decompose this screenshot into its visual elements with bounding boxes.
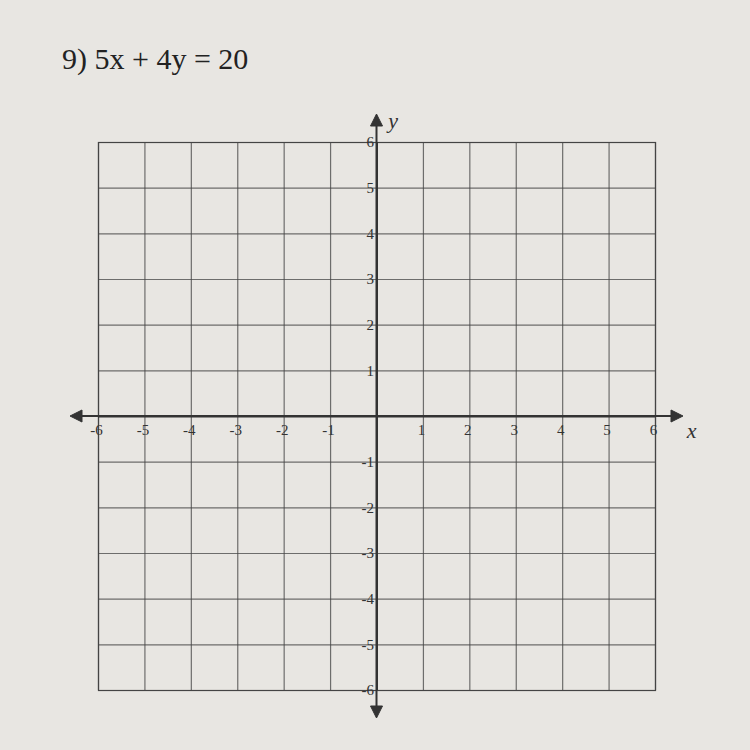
svg-text:-3: -3 bbox=[362, 545, 375, 561]
svg-text:2: 2 bbox=[367, 317, 375, 333]
svg-text:5: 5 bbox=[367, 180, 375, 196]
svg-text:x: x bbox=[686, 418, 697, 443]
svg-text:-1: -1 bbox=[362, 454, 375, 470]
svg-text:-6: -6 bbox=[362, 682, 375, 698]
svg-text:-2: -2 bbox=[276, 422, 289, 438]
svg-text:3: 3 bbox=[367, 271, 375, 287]
svg-text:3: 3 bbox=[511, 422, 519, 438]
svg-text:4: 4 bbox=[367, 226, 375, 242]
svg-text:6: 6 bbox=[650, 422, 658, 438]
svg-text:-4: -4 bbox=[183, 422, 196, 438]
svg-text:-5: -5 bbox=[137, 422, 150, 438]
svg-text:6: 6 bbox=[367, 134, 375, 150]
svg-text:2: 2 bbox=[464, 422, 472, 438]
svg-text:1: 1 bbox=[367, 363, 375, 379]
svg-text:-5: -5 bbox=[362, 637, 375, 653]
svg-text:-6: -6 bbox=[90, 422, 103, 438]
svg-text:y: y bbox=[386, 108, 398, 133]
svg-text:1: 1 bbox=[418, 422, 426, 438]
svg-text:-4: -4 bbox=[362, 591, 375, 607]
html-text:9) 5x + 4y = 20: 9) 5x + 4y = 20 bbox=[62, 42, 249, 75]
svg-text:-3: -3 bbox=[230, 422, 243, 438]
svg-text:4: 4 bbox=[557, 422, 565, 438]
svg-text:-1: -1 bbox=[322, 422, 335, 438]
svg-text:-2: -2 bbox=[362, 500, 375, 516]
svg-text:5: 5 bbox=[603, 422, 611, 438]
